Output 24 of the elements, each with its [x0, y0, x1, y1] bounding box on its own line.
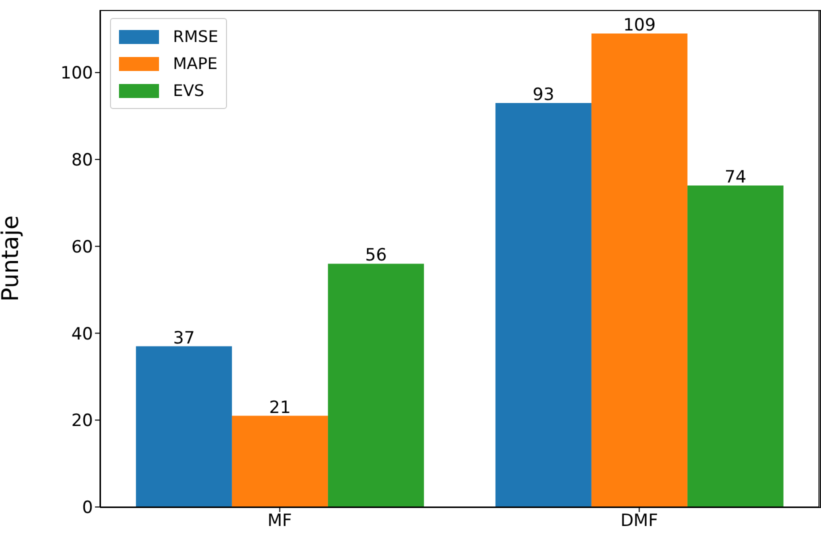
- x-tick-label: DMF: [620, 511, 658, 532]
- y-tick-label: 80: [71, 150, 93, 170]
- bar: [232, 416, 328, 507]
- data-label: 109: [623, 15, 656, 36]
- bar: [136, 346, 232, 507]
- y-tick-label: 60: [71, 237, 93, 258]
- y-tick-label: 0: [82, 498, 93, 518]
- bar: [687, 186, 784, 507]
- bar: [591, 33, 688, 507]
- bar: [328, 264, 424, 507]
- legend-label: RMSE: [173, 27, 218, 46]
- bar: [495, 102, 592, 507]
- data-label: 93: [532, 84, 554, 105]
- data-label: 56: [365, 246, 387, 266]
- y-tick-label: 100: [60, 64, 93, 84]
- x-tick-label: MF: [268, 511, 292, 532]
- y-tick-label: 40: [71, 324, 93, 344]
- legend-label: EVS: [173, 81, 204, 100]
- y-tick-label: 20: [71, 411, 93, 432]
- legend-label: MAPE: [173, 54, 218, 73]
- y-axis-title: Puntaje: [0, 215, 24, 302]
- data-label: 37: [173, 328, 195, 348]
- data-label: 21: [269, 398, 291, 418]
- data-label: 74: [724, 168, 746, 188]
